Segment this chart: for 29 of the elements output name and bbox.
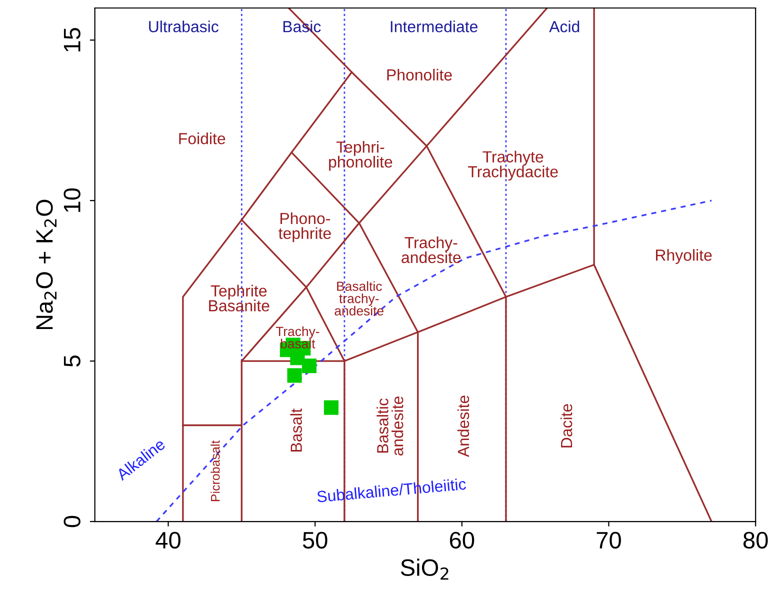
y-tick-label: 15 [64,28,80,52]
annotation: Trachyte Trachydacite [468,150,558,181]
annotation: Acid [549,20,580,32]
annotation: Foidite [179,132,226,144]
y-tick-label: 5 [64,355,80,367]
annotation: Basaltic andesite [376,396,404,456]
y-axis-title: Na$_{2}$O + K$_{2}$O [36,200,56,330]
annotation: Intermediate [390,20,478,32]
annotation: Tephri- phonolite [329,141,392,171]
x-tick-label: 70 [596,532,621,549]
annotation: Picrobasalt [210,440,220,502]
annotation: Tephrite Basanite [209,284,270,312]
annotation: Subalkaline/Tholeiitic [316,478,466,502]
x-tick-label: 40 [156,532,180,549]
y-tick-label: 0 [64,516,80,528]
annotation: Phonolite [387,68,452,81]
y-tick-label: 10 [64,188,80,212]
x-tick-label: 80 [743,532,768,549]
x-axis-title: SiO$_{2}$ [400,558,448,580]
annotation: Trachy- andesite [402,236,461,264]
annotation: Basaltic trachy- andesite [334,281,384,316]
x-tick-label: 60 [450,532,474,549]
annotation: Phono- tephrite [278,212,331,242]
annotation: Basalt [290,408,302,452]
annotation: Dacite [560,404,572,448]
annotation: Rhyolite [656,249,712,264]
annotation: Andesite [457,396,470,458]
x-tick-label: 50 [302,532,328,549]
annotation: Ultrabasic [149,20,218,32]
